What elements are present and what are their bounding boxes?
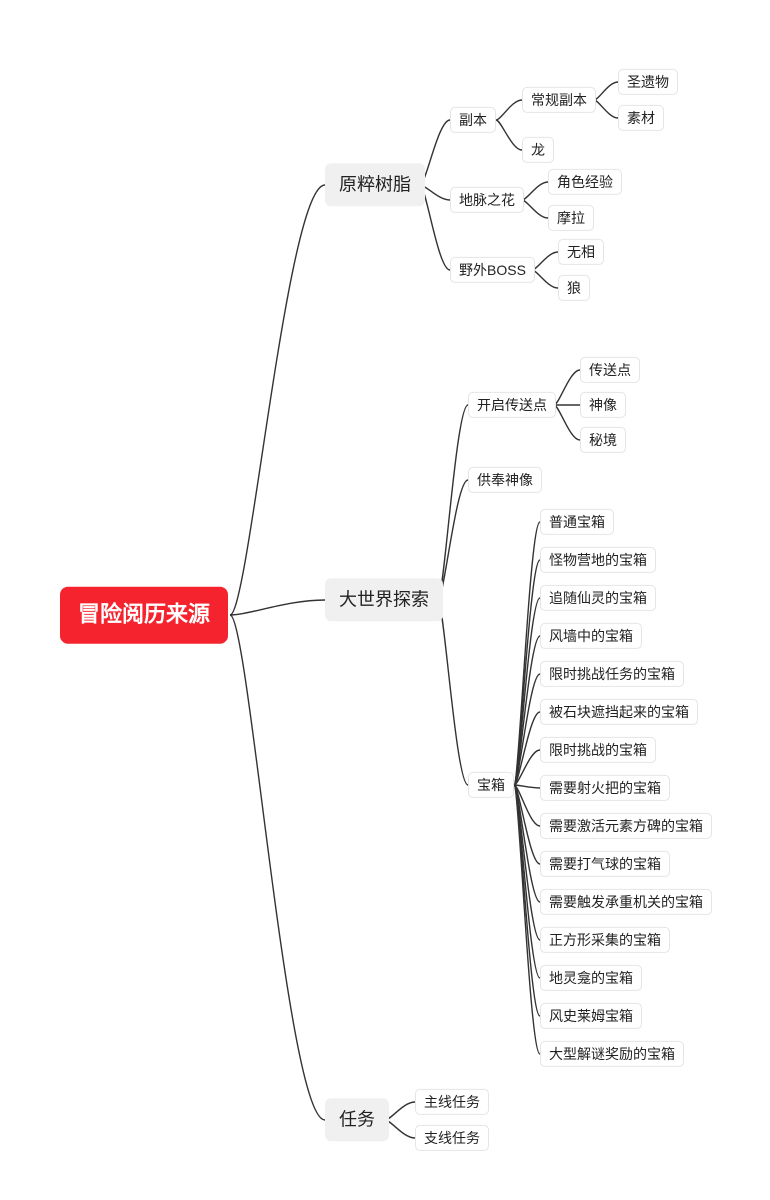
mindmap-node[interactable]: 大型解谜奖励的宝箱 [540,1041,684,1067]
mindmap-node[interactable]: 原粹树脂 [325,163,425,206]
mindmap-node[interactable]: 风史莱姆宝箱 [540,1003,642,1029]
mindmap-node[interactable]: 圣遗物 [618,69,678,95]
mindmap-node[interactable]: 正方形采集的宝箱 [540,927,670,953]
mindmap-node[interactable]: 限时挑战的宝箱 [540,737,656,763]
mindmap-node[interactable]: 大世界探索 [325,578,443,621]
mindmap-node[interactable]: 野外BOSS [450,257,535,283]
mindmap-node[interactable]: 常规副本 [522,87,596,113]
mindmap-node[interactable]: 摩拉 [548,205,594,231]
mindmap-node[interactable]: 支线任务 [415,1125,489,1151]
mindmap-node[interactable]: 狼 [558,275,590,301]
mindmap-node[interactable]: 冒险阅历来源 [60,587,228,644]
mindmap-node[interactable]: 地脉之花 [450,187,524,213]
mindmap-node[interactable]: 怪物营地的宝箱 [540,547,656,573]
mindmap-node[interactable]: 龙 [522,137,554,163]
mindmap-node[interactable]: 角色经验 [548,169,622,195]
mindmap-node[interactable]: 神像 [580,392,626,418]
mindmap-node[interactable]: 主线任务 [415,1089,489,1115]
mindmap-node[interactable]: 风墙中的宝箱 [540,623,642,649]
mindmap-node[interactable]: 需要打气球的宝箱 [540,851,670,877]
mindmap-node[interactable]: 地灵龛的宝箱 [540,965,642,991]
mindmap-node[interactable]: 秘境 [580,427,626,453]
mindmap-node[interactable]: 普通宝箱 [540,509,614,535]
mindmap-node[interactable]: 无相 [558,239,604,265]
mindmap-node[interactable]: 追随仙灵的宝箱 [540,585,656,611]
mindmap-canvas: 冒险阅历来源 原粹树脂 副本常规副本圣遗物素材龙地脉之花角色经验摩拉野外BOSS 无相… [0,0,770,1200]
mindmap-node[interactable]: 宝箱 [468,772,514,798]
mindmap-node[interactable]: 供奉神像 [468,467,542,493]
mindmap-node[interactable]: 任务 [325,1098,389,1141]
mindmap-node[interactable]: 素材 [618,105,664,131]
mindmap-node[interactable]: 需要激活元素方碑的宝箱 [540,813,712,839]
mindmap-node[interactable]: 开启传送点 [468,392,556,418]
mindmap-node[interactable]: 传送点 [580,357,640,383]
mindmap-node[interactable]: 需要触发承重机关的宝箱 [540,889,712,915]
mindmap-node[interactable]: 被石块遮挡起来的宝箱 [540,699,698,725]
mindmap-node[interactable]: 需要射火把的宝箱 [540,775,670,801]
mindmap-node[interactable]: 副本 [450,107,496,133]
mindmap-node[interactable]: 限时挑战任务的宝箱 [540,661,684,687]
